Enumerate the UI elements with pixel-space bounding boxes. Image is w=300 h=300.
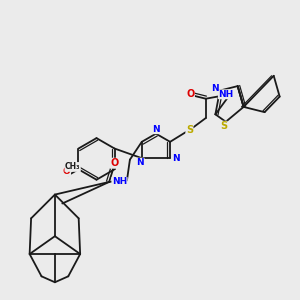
Text: N: N bbox=[211, 84, 218, 93]
Text: NH: NH bbox=[112, 178, 127, 187]
Text: S: S bbox=[220, 121, 227, 131]
Text: O: O bbox=[186, 89, 194, 99]
Text: CH₃: CH₃ bbox=[65, 162, 80, 171]
Text: N: N bbox=[152, 125, 160, 134]
Text: NH: NH bbox=[218, 90, 234, 99]
Text: O: O bbox=[63, 167, 70, 176]
Text: S: S bbox=[186, 125, 193, 135]
Text: N: N bbox=[136, 158, 144, 167]
Text: O: O bbox=[110, 158, 118, 168]
Text: N: N bbox=[172, 154, 179, 163]
